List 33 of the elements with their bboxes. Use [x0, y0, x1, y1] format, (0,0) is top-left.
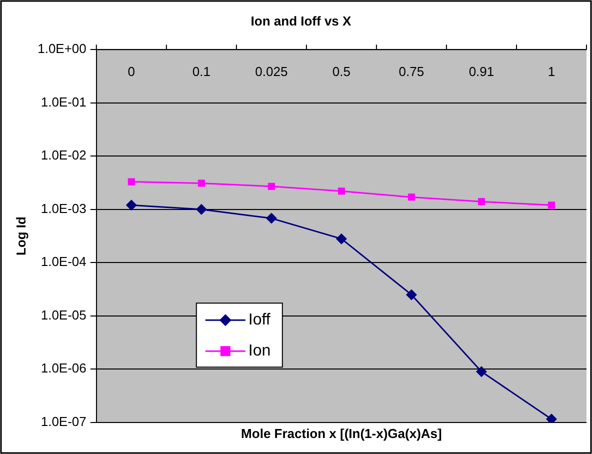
point	[338, 188, 345, 195]
point	[476, 366, 487, 378]
y-axis-title: Log Id	[13, 216, 28, 256]
y-tick-label: 1.0E-01	[40, 94, 86, 110]
point	[198, 180, 205, 187]
y-tick-label: 1.0E-02	[40, 148, 86, 163]
point	[128, 178, 135, 186]
x-tick-label: 0.025	[255, 64, 288, 80]
x-tick-label: 0.91	[468, 64, 494, 80]
x-tick-label: 0.5	[332, 64, 350, 80]
point	[126, 200, 137, 211]
point	[196, 204, 207, 215]
point	[268, 182, 275, 190]
legend-label: Ioff	[248, 312, 271, 329]
x-tick-label: 0.1	[192, 64, 210, 80]
y-tick-label: 1.0E-07	[40, 414, 86, 429]
chart-title: Ion and Ioff vs X	[250, 13, 352, 28]
y-tick-label: 1.0E-06	[40, 360, 86, 376]
point	[336, 233, 347, 244]
x-tick-label: 0	[128, 64, 136, 80]
x-tick-label: 0.75	[398, 64, 424, 80]
point	[266, 212, 277, 224]
y-tick-label: 1.0E-04	[40, 254, 86, 270]
y-tick-label: 1.0E+00	[38, 41, 86, 56]
x-axis-title: Mole Fraction x [(In(1-x)Ga(x)As]	[241, 426, 442, 441]
point	[548, 202, 556, 209]
point	[406, 289, 417, 300]
x-tick-label: 1	[548, 64, 556, 80]
point	[408, 194, 415, 201]
y-tick-label: 1.0E-05	[40, 307, 86, 322]
point	[478, 198, 486, 206]
y-tick-label: 1.0E-03	[40, 200, 86, 216]
legend-label: Ion	[248, 342, 271, 360]
